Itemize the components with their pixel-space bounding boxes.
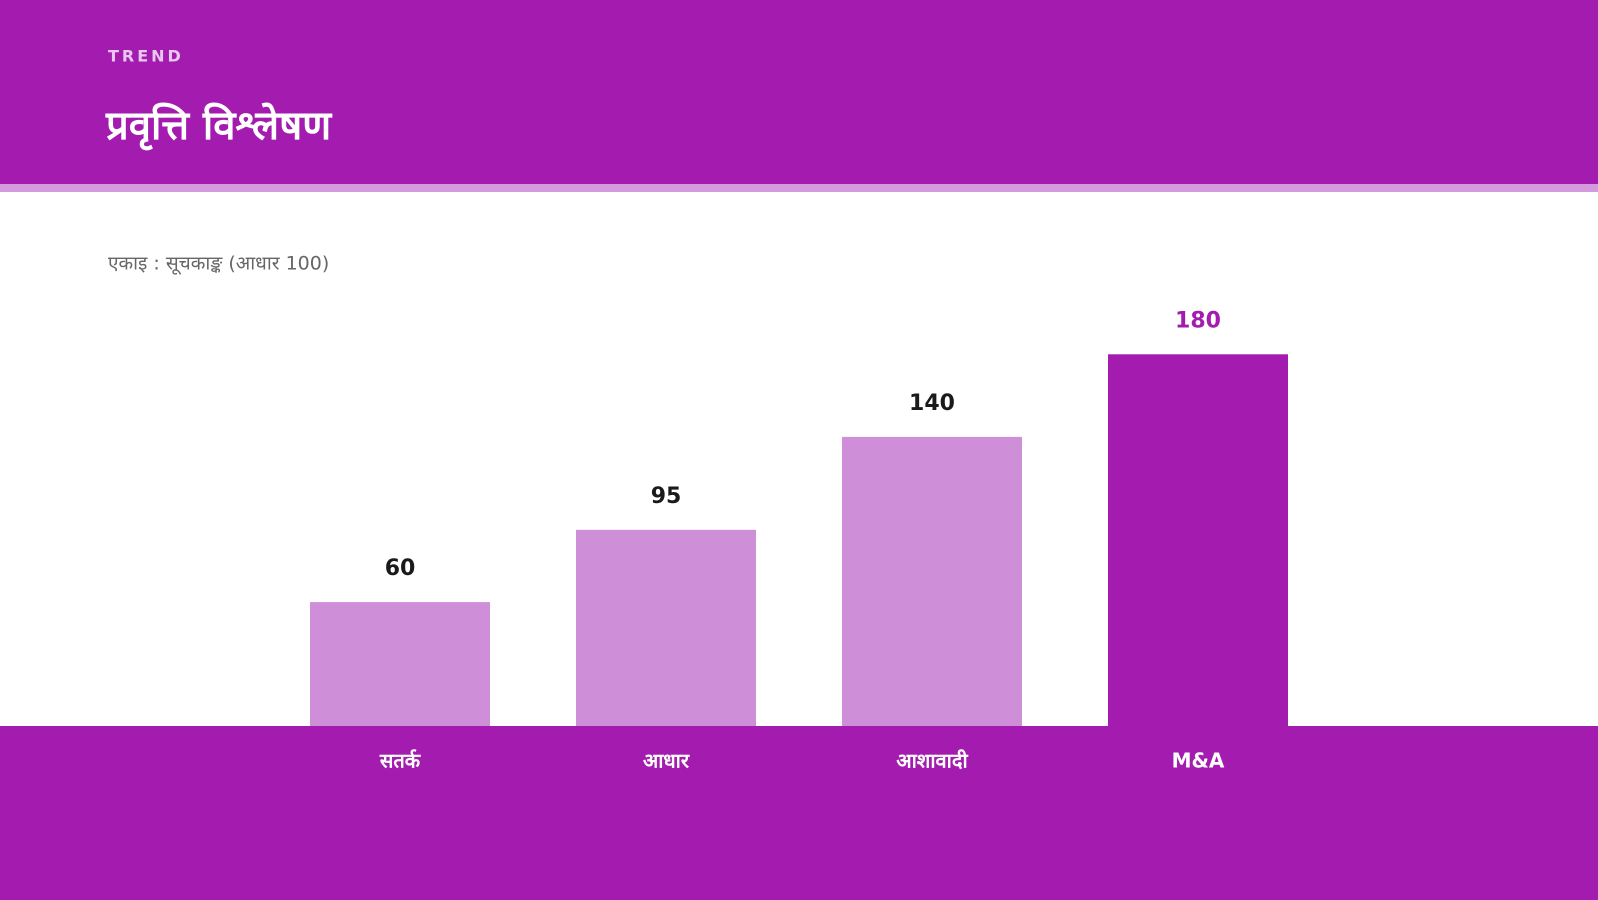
- value-label: 95: [651, 484, 682, 509]
- bar: [310, 602, 490, 726]
- kicker: TREND: [108, 47, 184, 66]
- chart-subtitle: एकाइ : सूचकाङ्क (आधार 100): [108, 253, 329, 276]
- value-label: 60: [385, 556, 416, 581]
- x-tick-label: आशावादी: [896, 749, 968, 773]
- bar: [1108, 354, 1288, 726]
- value-label: 180: [1175, 308, 1221, 333]
- footer-band: [0, 726, 1598, 900]
- header-strip: [0, 184, 1598, 192]
- chart-title: प्रवृत्ति विश्लेषण: [105, 102, 333, 151]
- x-tick-label: M&A: [1172, 749, 1225, 773]
- value-label: 140: [909, 391, 955, 416]
- header-band: [0, 0, 1598, 184]
- bar: [576, 529, 756, 726]
- x-tick-label: सतर्क: [379, 749, 422, 773]
- x-tick-label: आधार: [643, 749, 690, 773]
- bar: [842, 436, 1022, 726]
